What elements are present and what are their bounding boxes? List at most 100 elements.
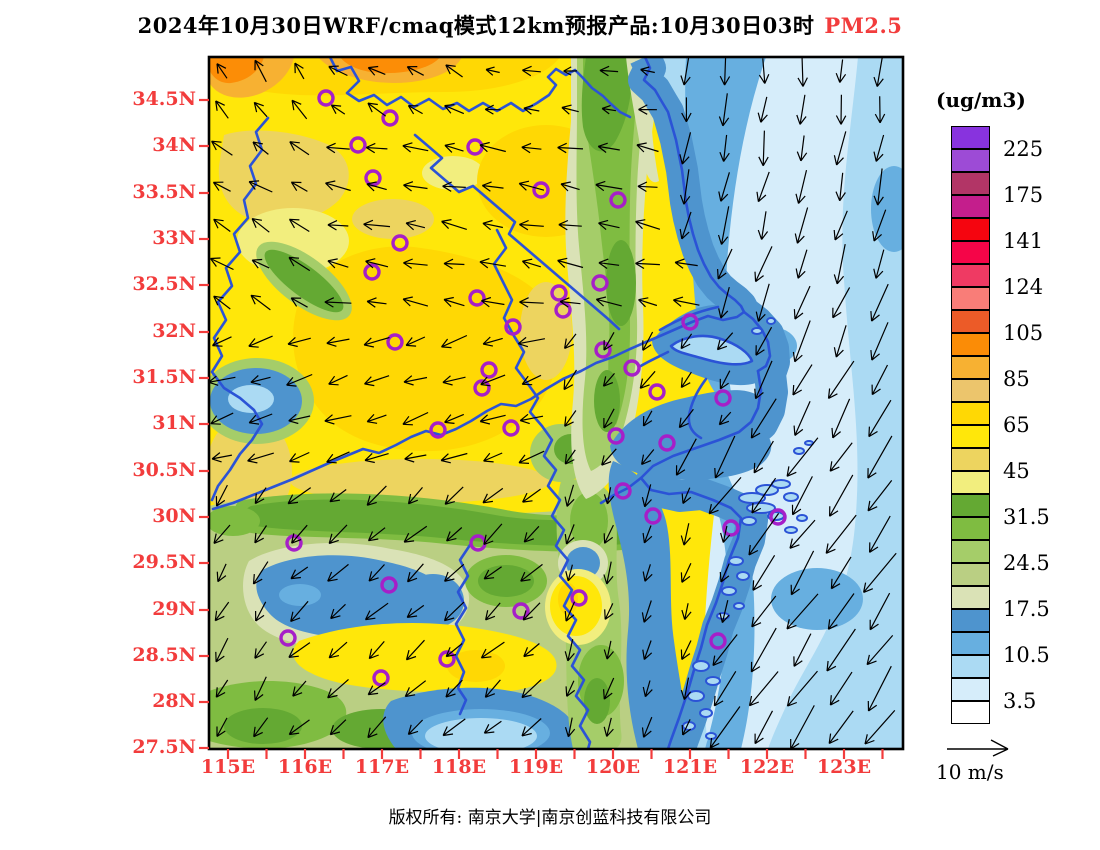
wind-arrow [518, 180, 545, 191]
wind-arrow [216, 563, 227, 583]
legend-color-box [951, 425, 990, 448]
station-marker [591, 274, 609, 292]
wind-arrow [827, 593, 855, 630]
wind-arrow [405, 336, 426, 347]
wind-arrow [254, 59, 267, 83]
wind-arrow [867, 665, 892, 712]
wind-arrow [755, 283, 770, 322]
wind-vectors [209, 57, 897, 749]
island [771, 479, 791, 489]
wind-arrow [366, 297, 387, 308]
wind-arrow [328, 374, 348, 386]
coastline-border-line [413, 133, 621, 331]
wind-arrow [832, 287, 851, 319]
lat-label: 29.5N [132, 551, 196, 573]
coastline-border-line [742, 310, 772, 373]
wind-arrow [564, 410, 577, 427]
island [766, 317, 776, 325]
pollutant-label: PM2.5 [824, 13, 903, 38]
page-title: 2024年10月30日WRF/cmaq模式12km预报产品:10月30日03时 P… [0, 10, 1040, 40]
wind-arrow [327, 220, 349, 231]
legend-color-box [951, 609, 990, 632]
wind-arrow [829, 671, 853, 706]
wind-arrow [558, 219, 582, 231]
island [699, 708, 713, 718]
lon-label: 116E [277, 756, 333, 778]
lat-label: 34.5N [132, 88, 196, 110]
wind-arrow [521, 374, 542, 386]
island [736, 571, 750, 581]
legend-color-box [951, 172, 990, 195]
station-marker [594, 341, 612, 359]
wind-arrow [407, 105, 423, 115]
wind-arrow [758, 58, 770, 84]
wind-arrow [826, 628, 856, 672]
wind-arrow [328, 524, 348, 545]
wind-arrow [444, 413, 465, 424]
wind-arrow [835, 94, 847, 125]
wind-arrow [681, 487, 692, 504]
wind-arrow [797, 57, 808, 87]
wind-arrow [786, 437, 819, 477]
wind-arrow [402, 411, 429, 426]
wind-arrow [871, 364, 889, 396]
lon-label: 122E [739, 756, 795, 778]
station-marker [614, 482, 632, 500]
coastline-border-line [644, 310, 746, 344]
wind-arrow [328, 641, 348, 659]
wind-arrow [678, 408, 694, 429]
wind-arrow [564, 449, 576, 465]
wind-arrow [674, 258, 698, 269]
lat-label: 28.5N [132, 644, 196, 666]
wind-arrow [212, 336, 232, 347]
legend-value-label: 24.5 [1003, 551, 1050, 575]
legend-value-label: 141 [1003, 229, 1044, 253]
legend-color-box [951, 678, 990, 701]
wind-arrow [557, 142, 584, 154]
wind-arrow [603, 640, 614, 660]
wind-arrow [828, 710, 854, 745]
wind-arrow [870, 283, 889, 322]
wind-arrow [560, 181, 580, 192]
wind-arrow [482, 219, 504, 231]
wind-arrow [446, 527, 463, 542]
station-marker [386, 333, 404, 351]
wind-arrow [753, 440, 774, 474]
station-marker [609, 191, 627, 209]
wind-arrow [364, 375, 390, 387]
wind-arrow [364, 602, 389, 621]
legend-value-label: 124 [1003, 275, 1044, 299]
wind-arrow [635, 219, 661, 230]
wind-arrow [330, 603, 346, 620]
wind-arrow [329, 489, 347, 503]
legend-value-label: 225 [1003, 137, 1044, 161]
wind-arrow [601, 448, 617, 466]
map-frame [207, 55, 905, 751]
lon-label: 119E [508, 756, 564, 778]
wind-arrow [641, 484, 652, 508]
wind-arrow [406, 66, 424, 76]
station-marker [438, 650, 456, 668]
station-marker [364, 169, 382, 187]
station-marker [648, 383, 666, 401]
wind-arrow [252, 141, 269, 155]
wind-arrow [673, 296, 700, 307]
station-marker [722, 519, 740, 537]
wind-arrow [754, 710, 774, 745]
wind-arrow [681, 719, 692, 736]
wind-arrow [328, 65, 348, 77]
island [784, 526, 798, 534]
wind-arrow [835, 59, 847, 83]
legend-value-label: 105 [1003, 321, 1044, 345]
wind-arrow [752, 554, 776, 591]
wind-arrow [793, 285, 811, 320]
station-marker [644, 507, 662, 525]
wind-arrow [756, 171, 770, 203]
wind-arrow [522, 488, 541, 503]
wind-arrow [517, 336, 546, 348]
wind-arrow [288, 413, 311, 425]
wind-arrow [833, 131, 847, 166]
wind-arrow [796, 135, 808, 162]
wind-arrow [403, 525, 428, 543]
wind-arrow [289, 141, 310, 156]
